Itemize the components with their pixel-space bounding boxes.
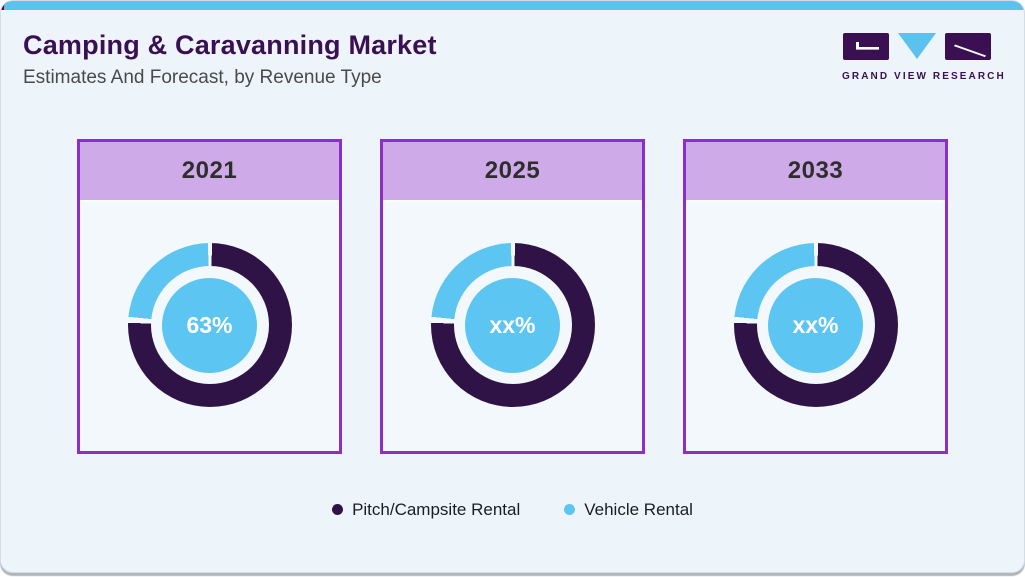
donut-chart-2033: xx% (733, 243, 898, 408)
year-card-2021: 2021 63% (77, 138, 342, 454)
year-card-body: xx% (383, 202, 642, 449)
year-card-body: 63% (80, 202, 339, 449)
legend-item-pitch-campsite-rental: Pitch/Campsite Rental (332, 500, 520, 520)
gvr-logo: GRAND VIEW RESEARCH (842, 33, 1006, 82)
header: Camping & Caravanning Market Estimates A… (1, 10, 1024, 89)
gvr-logo-text: GRAND VIEW RESEARCH (842, 71, 1006, 82)
title-block: Camping & Caravanning Market Estimates A… (23, 30, 437, 89)
donut-hole: xx% (453, 266, 572, 385)
year-card-2025: 2025 xx% (380, 138, 645, 454)
page-subtitle: Estimates And Forecast, by Revenue Type (23, 66, 382, 88)
year-card-header: 2033 (686, 141, 945, 202)
donut-center: xx% (768, 277, 863, 373)
donut-center: xx% (465, 277, 560, 373)
donut-center-label: 63% (186, 311, 233, 338)
legend-label: Pitch/Campsite Rental (352, 499, 521, 519)
legend: Pitch/Campsite Rental Vehicle Rental (1, 500, 1024, 520)
legend-swatch-pitch-icon (332, 504, 344, 516)
legend-swatch-vehicle-icon (564, 504, 576, 516)
legend-label: Vehicle Rental (584, 499, 693, 519)
gvr-logo-icon (843, 33, 991, 60)
corner-accent-inner (4, 1, 10, 10)
donut-center-label: xx% (489, 311, 536, 338)
year-card-2033: 2033 xx% (683, 138, 948, 454)
legend-item-vehicle-rental: Vehicle Rental (564, 500, 693, 520)
year-card-header: 2021 (80, 141, 339, 202)
year-card-header: 2025 (383, 141, 642, 202)
year-cards: 2021 63% 2025 xx% (1, 138, 1024, 454)
donut-chart-2025: xx% (430, 243, 595, 408)
top-accent-bar (1, 1, 1024, 10)
donut-hole: xx% (756, 266, 875, 385)
donut-chart-2021: 63% (127, 243, 292, 408)
page-title: Camping & Caravanning Market (23, 30, 437, 60)
donut-center: 63% (162, 277, 257, 373)
year-card-body: xx% (686, 202, 945, 449)
donut-hole: 63% (150, 266, 269, 385)
donut-center-label: xx% (792, 311, 839, 338)
